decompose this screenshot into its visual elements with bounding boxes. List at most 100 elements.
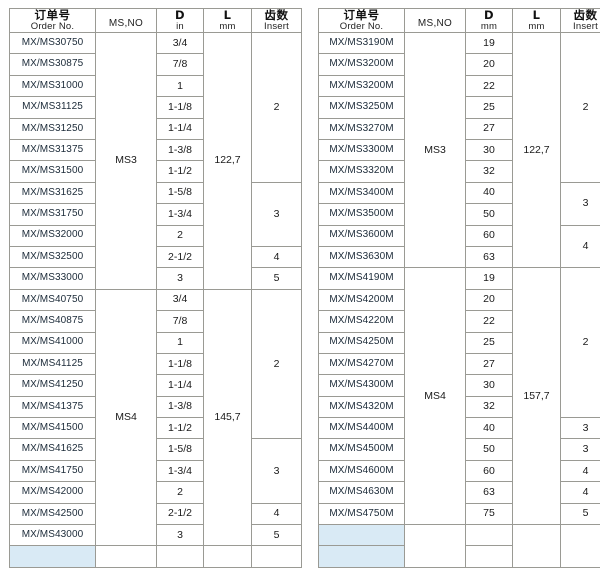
column-header-en: Insert bbox=[561, 22, 600, 32]
column-header-zh: D bbox=[466, 9, 512, 21]
cell-length bbox=[513, 525, 561, 568]
cell-insert-count: 5 bbox=[561, 503, 600, 524]
cell-insert-count: 2 bbox=[252, 33, 302, 183]
cell-diameter: 27 bbox=[466, 118, 513, 139]
cell-insert-count: 3 bbox=[561, 182, 600, 225]
cell-diameter: 1-3/4 bbox=[157, 460, 204, 481]
cell-diameter: 1 bbox=[157, 332, 204, 353]
cell-order-no: MX/MS3190M bbox=[319, 33, 405, 54]
cell-ms-no: MS3 bbox=[405, 33, 466, 268]
cell-diameter: 20 bbox=[466, 289, 513, 310]
cell-ms-no: MS4 bbox=[96, 289, 157, 546]
cell-diameter: 25 bbox=[466, 97, 513, 118]
cell-diameter: 7/8 bbox=[157, 54, 204, 75]
cell-order-no: MX/MS4220M bbox=[319, 311, 405, 332]
cell-order-no: MX/MS4300M bbox=[319, 375, 405, 396]
cell-order-no: MX/MS41500 bbox=[10, 418, 96, 439]
cell-order-no: MX/MS43000 bbox=[10, 525, 96, 546]
column-header-en: mm bbox=[204, 22, 251, 32]
cell-diameter: 32 bbox=[466, 161, 513, 182]
cell-insert-count: 5 bbox=[252, 268, 302, 289]
cell-diameter bbox=[157, 546, 204, 567]
cell-ms-no: MS4 bbox=[405, 268, 466, 525]
cell-order-no: MX/MS41250 bbox=[10, 375, 96, 396]
column-header-zh: 订单号 bbox=[10, 9, 95, 21]
cell-diameter: 2-1/2 bbox=[157, 503, 204, 524]
cell-order-no: MX/MS3320M bbox=[319, 161, 405, 182]
cell-order-no: MX/MS41625 bbox=[10, 439, 96, 460]
cell-order-no: MX/MS4250M bbox=[319, 332, 405, 353]
cell-order-no: MX/MS4630M bbox=[319, 482, 405, 503]
cell-insert-count: 4 bbox=[252, 503, 302, 524]
column-header-en: in bbox=[157, 22, 203, 32]
cell-order-no bbox=[10, 546, 96, 567]
cell-diameter: 7/8 bbox=[157, 311, 204, 332]
cell-length: 145,7 bbox=[204, 289, 252, 546]
cell-insert-count: 2 bbox=[561, 33, 600, 183]
cell-order-no: MX/MS3200M bbox=[319, 75, 405, 96]
cell-length bbox=[204, 546, 252, 567]
cell-insert-count: 3 bbox=[561, 418, 600, 439]
cell-diameter: 75 bbox=[466, 503, 513, 524]
cell-insert-count bbox=[561, 525, 600, 568]
column-header-zh: 齿数 bbox=[252, 9, 301, 21]
cell-insert-count: 4 bbox=[252, 246, 302, 267]
cell-diameter: 3 bbox=[157, 525, 204, 546]
cell-diameter: 1-1/4 bbox=[157, 375, 204, 396]
cell-diameter: 63 bbox=[466, 246, 513, 267]
cell-diameter: 1-1/8 bbox=[157, 97, 204, 118]
cell-order-no: MX/MS3600M bbox=[319, 225, 405, 246]
column-header-zh: L bbox=[204, 9, 251, 21]
cell-order-no: MX/MS31000 bbox=[10, 75, 96, 96]
cell-diameter: 30 bbox=[466, 139, 513, 160]
column-header-zh: 齿数 bbox=[561, 9, 600, 21]
cell-diameter: 40 bbox=[466, 418, 513, 439]
cell-order-no: MX/MS31750 bbox=[10, 204, 96, 225]
cell-diameter: 22 bbox=[466, 75, 513, 96]
cell-ms-no: MS3 bbox=[96, 33, 157, 290]
cell-diameter: 1-3/8 bbox=[157, 139, 204, 160]
cell-order-no: MX/MS4600M bbox=[319, 460, 405, 481]
cell-diameter: 1-3/8 bbox=[157, 396, 204, 417]
cell-order-no bbox=[319, 546, 405, 567]
column-header-en: mm bbox=[513, 22, 560, 32]
cell-diameter: 32 bbox=[466, 396, 513, 417]
cell-insert-count bbox=[252, 546, 302, 567]
cell-order-no bbox=[319, 525, 405, 546]
cell-order-no: MX/MS4500M bbox=[319, 439, 405, 460]
cell-ms-no bbox=[405, 525, 466, 568]
cell-insert-count: 4 bbox=[561, 460, 600, 481]
cell-order-no: MX/MS4400M bbox=[319, 418, 405, 439]
cell-length: 122,7 bbox=[513, 33, 561, 268]
cell-diameter: 27 bbox=[466, 353, 513, 374]
cell-order-no: MX/MS40750 bbox=[10, 289, 96, 310]
cell-ms-no bbox=[96, 546, 157, 567]
cell-order-no: MX/MS3300M bbox=[319, 139, 405, 160]
cell-order-no: MX/MS4190M bbox=[319, 268, 405, 289]
column-header-en: Order No. bbox=[319, 22, 404, 32]
cell-diameter: 3 bbox=[157, 268, 204, 289]
cell-diameter bbox=[466, 546, 513, 567]
cell-order-no: MX/MS3250M bbox=[319, 97, 405, 118]
cell-order-no: MX/MS4270M bbox=[319, 353, 405, 374]
cell-order-no: MX/MS42000 bbox=[10, 482, 96, 503]
column-header-zh: 订单号 bbox=[319, 9, 404, 21]
cell-order-no: MX/MS31125 bbox=[10, 97, 96, 118]
cell-order-no: MX/MS41000 bbox=[10, 332, 96, 353]
cell-order-no: MX/MS32000 bbox=[10, 225, 96, 246]
